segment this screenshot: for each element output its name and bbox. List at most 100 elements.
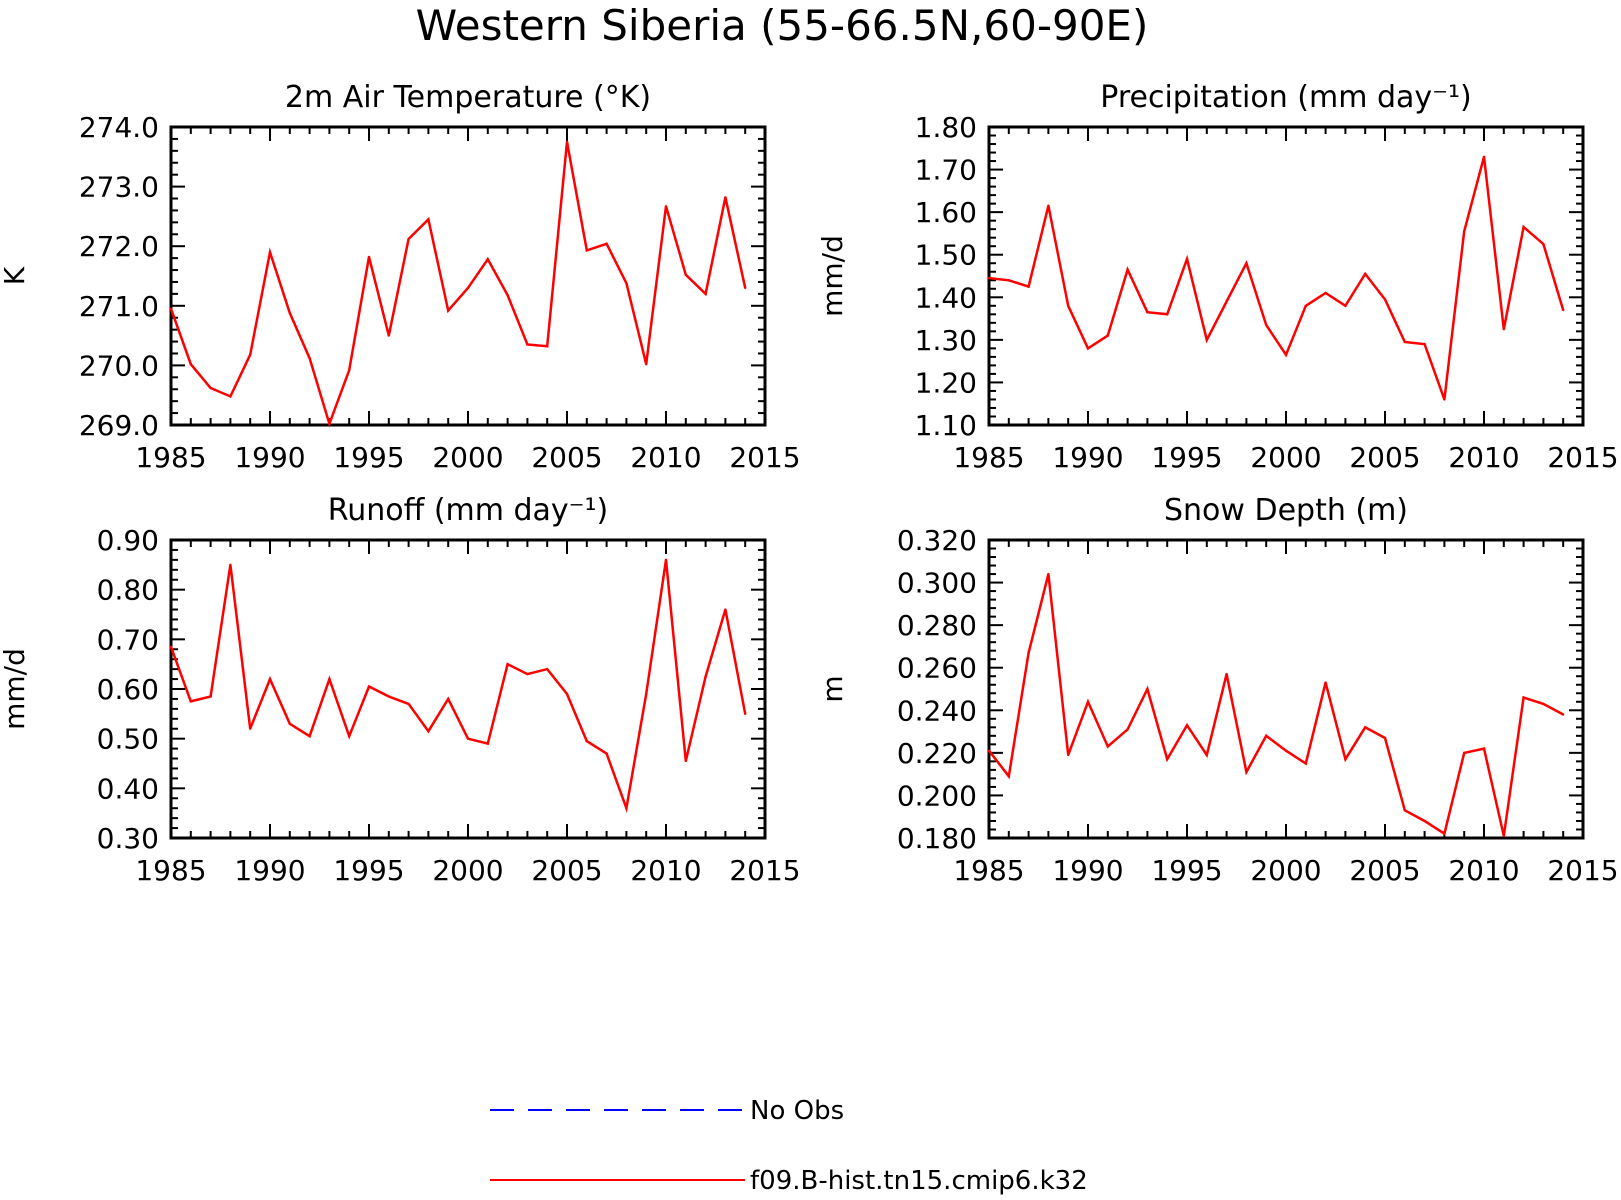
panel-precipitation: Precipitation (mm day⁻¹) mm/d 1985 1990 1995… <box>816 80 1619 474</box>
data-point-runoff-2009 <box>645 692 648 696</box>
x-tick-label: 1985 <box>953 441 1024 474</box>
y-tick-label: 1.60 <box>915 196 977 229</box>
data-point-precipitation-2003 <box>1344 304 1347 307</box>
data-point-runoff-2010 <box>664 558 668 562</box>
x-tick-label: 2005 <box>1349 854 1420 887</box>
x-tick-label: 2010 <box>630 854 701 887</box>
data-point-temperature-1991 <box>288 311 291 315</box>
data-point-snow-depth-1992 <box>1126 728 1129 731</box>
data-point-temperature-1985 <box>169 307 173 310</box>
data-point-runoff-1999 <box>447 697 450 701</box>
data-point-precipitation-1994 <box>1166 313 1169 316</box>
panels: 2m Air Temperature (°K) K 1985 1990 1995 2000… <box>0 80 1619 887</box>
data-point-snow-depth-2001 <box>1304 762 1308 765</box>
x-tick-label: 2005 <box>1349 441 1420 474</box>
data-point-precipitation-2005 <box>1383 298 1387 301</box>
legend: No Obs f09.B-hist.tn15.cmip6.k32 <box>490 1096 1088 1196</box>
data-point-runoff-1988 <box>229 563 232 567</box>
data-point-precipitation-2006 <box>1403 340 1407 344</box>
plot-frame <box>987 125 1585 427</box>
data-point-temperature-2011 <box>684 273 687 277</box>
y-tick-label: 0.200 <box>897 779 977 812</box>
data-point-precipitation-1996 <box>1205 338 1209 342</box>
y-tick-label: 1.40 <box>915 281 977 314</box>
data-point-runoff-1994 <box>348 734 351 738</box>
data-point-temperature-1997 <box>407 237 410 241</box>
series-line-runoff <box>169 559 747 814</box>
data-point-temperature-2001 <box>486 258 489 261</box>
data-point-snow-depth-2005 <box>1383 736 1387 740</box>
x-tick-label: 1985 <box>135 441 206 474</box>
data-point-precipitation-2002 <box>1324 291 1327 295</box>
data-point-precipitation-2011 <box>1502 328 1506 331</box>
data-point-temperature-2012 <box>704 292 707 296</box>
y-tick-label: 0.70 <box>97 623 159 656</box>
data-point-temperature-1986 <box>189 363 192 366</box>
data-point-runoff-2007 <box>605 752 608 755</box>
data-point-temperature-2005 <box>565 140 569 144</box>
data-point-precipitation-1986 <box>1007 279 1010 282</box>
panel-title: Precipitation (mm day⁻¹) <box>1100 80 1471 115</box>
figure-title: Western Siberia (55-66.5N,60-90E) <box>416 1 1149 50</box>
data-point-snow-depth-2000 <box>1284 749 1288 752</box>
data-point-temperature-2010 <box>664 205 668 208</box>
data-point-runoff-2012 <box>704 675 707 678</box>
y-tick-label: 1.80 <box>915 111 977 144</box>
y-tick-label: 0.180 <box>897 822 977 855</box>
data-point-snow-depth-2004 <box>1364 726 1367 729</box>
x-tick-label: 1990 <box>234 441 305 474</box>
data-point-snow-depth-1994 <box>1166 758 1169 761</box>
data-point-precipitation-1992 <box>1126 268 1129 271</box>
series-line-snow-depth <box>988 573 1564 837</box>
data-point-snow-depth-2012 <box>1522 696 1525 699</box>
data-point-temperature-1989 <box>249 353 252 356</box>
data-point-precipitation-1985 <box>987 276 991 280</box>
data-point-snow-depth-1991 <box>1106 745 1110 748</box>
panel-runoff: Runoff (mm day⁻¹) mm/d 1985 1990 1995 2000 200… <box>0 493 801 887</box>
data-point-temperature-1996 <box>387 334 390 337</box>
data-point-runoff-1987 <box>209 695 212 698</box>
data-point-snow-depth-1986 <box>1007 775 1010 778</box>
data-point-snow-depth-2014 <box>1562 713 1565 716</box>
y-tick-label: 1.20 <box>915 366 977 399</box>
x-tick-label: 2015 <box>1547 854 1618 887</box>
data-point-temperature-2013 <box>724 196 727 199</box>
data-point-snow-depth-2006 <box>1403 809 1407 812</box>
x-tick-label: 1990 <box>234 854 305 887</box>
data-point-precipitation-2012 <box>1522 225 1525 229</box>
panel-temperature: 2m Air Temperature (°K) K 1985 1990 1995 2000… <box>0 80 801 474</box>
x-tick-label: 2005 <box>531 441 602 474</box>
data-point-precipitation-2007 <box>1423 342 1426 346</box>
x-tick-label: 2010 <box>1448 441 1519 474</box>
y-tick-label: 0.60 <box>97 673 159 706</box>
data-point-runoff-2002 <box>506 662 509 666</box>
data-point-runoff-2003 <box>526 672 529 676</box>
data-point-temperature-1998 <box>427 218 430 221</box>
y-tick-label: 274.0 <box>79 111 159 144</box>
data-point-runoff-2011 <box>684 759 687 763</box>
data-point-precipitation-2013 <box>1542 242 1545 246</box>
data-point-runoff-1990 <box>268 677 272 681</box>
data-point-snow-depth-1985 <box>987 749 991 752</box>
data-point-precipitation-1999 <box>1265 323 1268 327</box>
data-point-precipitation-2010 <box>1482 155 1486 158</box>
data-point-snow-depth-2003 <box>1344 758 1347 761</box>
data-point-runoff-2005 <box>565 692 569 696</box>
data-point-temperature-2002 <box>506 293 509 297</box>
y-tick-label: 273.0 <box>79 171 159 204</box>
x-tick-label: 2005 <box>531 854 602 887</box>
y-tick-label: 1.30 <box>915 324 977 357</box>
x-tick-label: 2015 <box>729 854 800 887</box>
data-point-temperature-1995 <box>367 255 371 259</box>
data-point-precipitation-2004 <box>1364 272 1367 276</box>
data-point-runoff-1991 <box>288 722 291 725</box>
data-point-runoff-1993 <box>328 677 331 681</box>
data-point-runoff-2008 <box>625 807 628 810</box>
y-tick-label: 0.50 <box>97 723 159 756</box>
data-point-precipitation-1987 <box>1027 285 1030 288</box>
x-tick-label: 1995 <box>333 441 404 474</box>
y-tick-label: 1.50 <box>915 239 977 272</box>
x-tick-label: 1985 <box>135 854 206 887</box>
panel-title: Snow Depth (m) <box>1164 493 1408 528</box>
